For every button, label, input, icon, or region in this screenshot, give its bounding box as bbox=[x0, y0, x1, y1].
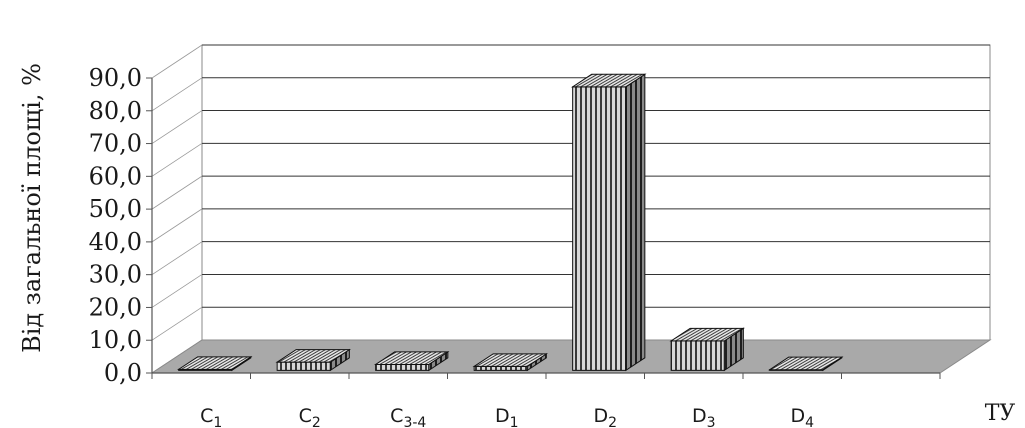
gridline-side bbox=[151, 77, 203, 112]
bar bbox=[275, 348, 352, 372]
y-tick-label: 20,0 bbox=[89, 293, 142, 321]
gridline-side bbox=[151, 274, 203, 308]
bar-top bbox=[570, 73, 647, 88]
y-tick-labels: 0,0 10,0 20,0 30,0 40,0 50,0 60,0 70,0 80,0 90,0 bbox=[89, 64, 142, 387]
y-tick-label: 0,0 bbox=[104, 359, 142, 387]
bar bbox=[570, 73, 647, 372]
bar-top bbox=[373, 351, 450, 365]
y-axis-label: Від загальної площі, % bbox=[18, 63, 46, 353]
bar bbox=[472, 352, 549, 372]
y-tick-label: 10,0 bbox=[89, 326, 142, 354]
chart-axes bbox=[146, 77, 941, 379]
bar bbox=[767, 356, 844, 372]
x-tick-label: D3 bbox=[692, 405, 716, 428]
x-axis-label: ТУ bbox=[985, 401, 1016, 426]
gridline-side bbox=[151, 44, 203, 79]
bar bbox=[176, 355, 253, 372]
bar-front bbox=[670, 340, 725, 371]
y-tick-label: 70,0 bbox=[89, 130, 142, 158]
y-tick-label: 40,0 bbox=[89, 228, 142, 256]
bar-front bbox=[572, 86, 627, 371]
y-tick-label: 60,0 bbox=[89, 162, 142, 190]
x-tick-label: C3-4 bbox=[390, 405, 426, 428]
gridline-side bbox=[151, 306, 203, 341]
bar-front bbox=[375, 363, 430, 371]
x-tick-label: D2 bbox=[593, 405, 617, 428]
bar-top bbox=[669, 327, 746, 342]
gridline-side bbox=[151, 142, 203, 177]
y-tick-label: 80,0 bbox=[89, 97, 142, 125]
bar-top bbox=[472, 353, 549, 367]
gridline-side bbox=[151, 175, 203, 210]
x-tick-label: C1 bbox=[200, 405, 222, 428]
bar bbox=[373, 350, 450, 372]
x-tick-label: C2 bbox=[299, 405, 321, 428]
bar-top bbox=[275, 349, 352, 363]
gridline-side bbox=[151, 241, 203, 276]
x-tick-label: D1 bbox=[495, 405, 519, 428]
y-tick-label: 90,0 bbox=[89, 64, 142, 92]
bar-top bbox=[176, 356, 253, 370]
y-tick-label: 30,0 bbox=[89, 261, 142, 289]
y-tick-label: 50,0 bbox=[89, 195, 142, 223]
x-tick-label: D4 bbox=[790, 405, 814, 428]
bar-front bbox=[276, 361, 331, 371]
bar-top bbox=[767, 356, 844, 371]
bar-front bbox=[473, 365, 528, 371]
bars bbox=[176, 73, 844, 372]
gridline-side bbox=[151, 208, 203, 243]
bar bbox=[669, 327, 746, 372]
gridlines bbox=[151, 44, 990, 341]
gridline-side bbox=[151, 110, 203, 144]
bar-side bbox=[625, 73, 646, 372]
x-tick-labels: C1 C2 C3-4 D1 D2 D3 D4 bbox=[200, 405, 814, 428]
